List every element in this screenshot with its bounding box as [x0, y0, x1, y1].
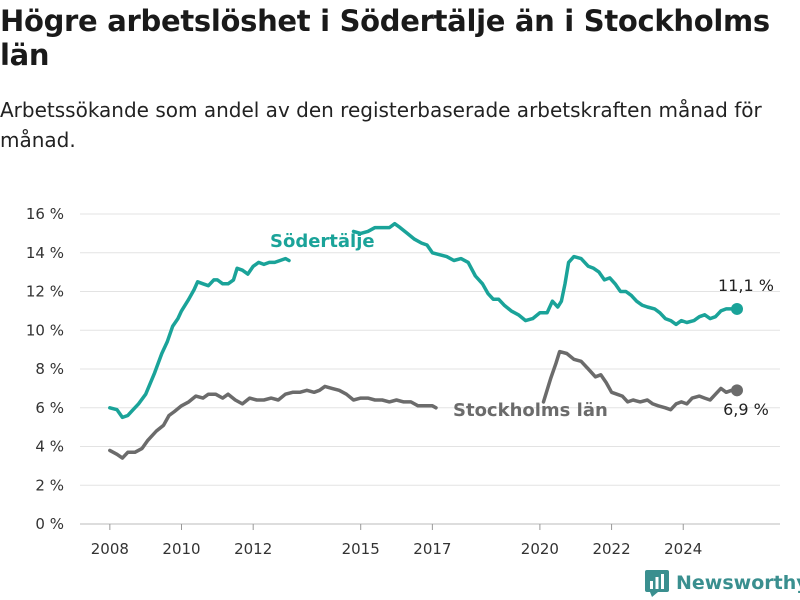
y-tick-label: 12 % [26, 283, 64, 301]
chart-subtitle: Arbetssökande som andel av den registerb… [0, 98, 762, 152]
series-name-label: Stockholms län [453, 400, 608, 421]
series-end-point [730, 384, 743, 397]
newsworthy-logo: Newsworthy [644, 568, 800, 598]
x-tick-label: 2010 [162, 540, 200, 558]
x-tick-label: 2022 [592, 540, 630, 558]
series-end-label: 11,1 % [718, 276, 774, 295]
series-line [351, 221, 739, 327]
y-tick-label: 0 % [35, 515, 64, 533]
series-end-label: 6,9 % [723, 400, 769, 419]
series-line [108, 384, 438, 460]
x-tick-label: 2008 [91, 540, 129, 558]
series-name-label: Södertälje [270, 231, 375, 252]
chart-title: Högre arbetslöshet i Södertälje än i Sto… [0, 4, 770, 72]
x-tick-label: 2024 [664, 540, 702, 558]
y-tick-label: 4 % [35, 438, 64, 456]
newsworthy-logo-text: Newsworthy [676, 572, 800, 594]
newsworthy-logo-icon [645, 570, 669, 597]
y-tick-label: 2 % [35, 476, 64, 494]
y-tick-label: 10 % [26, 321, 64, 339]
series-end-point [730, 302, 743, 315]
x-tick-label: 2012 [234, 540, 272, 558]
series-line [541, 349, 739, 412]
y-tick-label: 6 % [35, 399, 64, 417]
series-line [108, 256, 291, 420]
x-tick-label: 2017 [413, 540, 451, 558]
y-tick-label: 16 % [26, 205, 64, 223]
y-tick-label: 14 % [26, 244, 64, 262]
x-tick-label: 2015 [342, 540, 380, 558]
x-tick-label: 2020 [521, 540, 559, 558]
y-tick-label: 8 % [35, 360, 64, 378]
